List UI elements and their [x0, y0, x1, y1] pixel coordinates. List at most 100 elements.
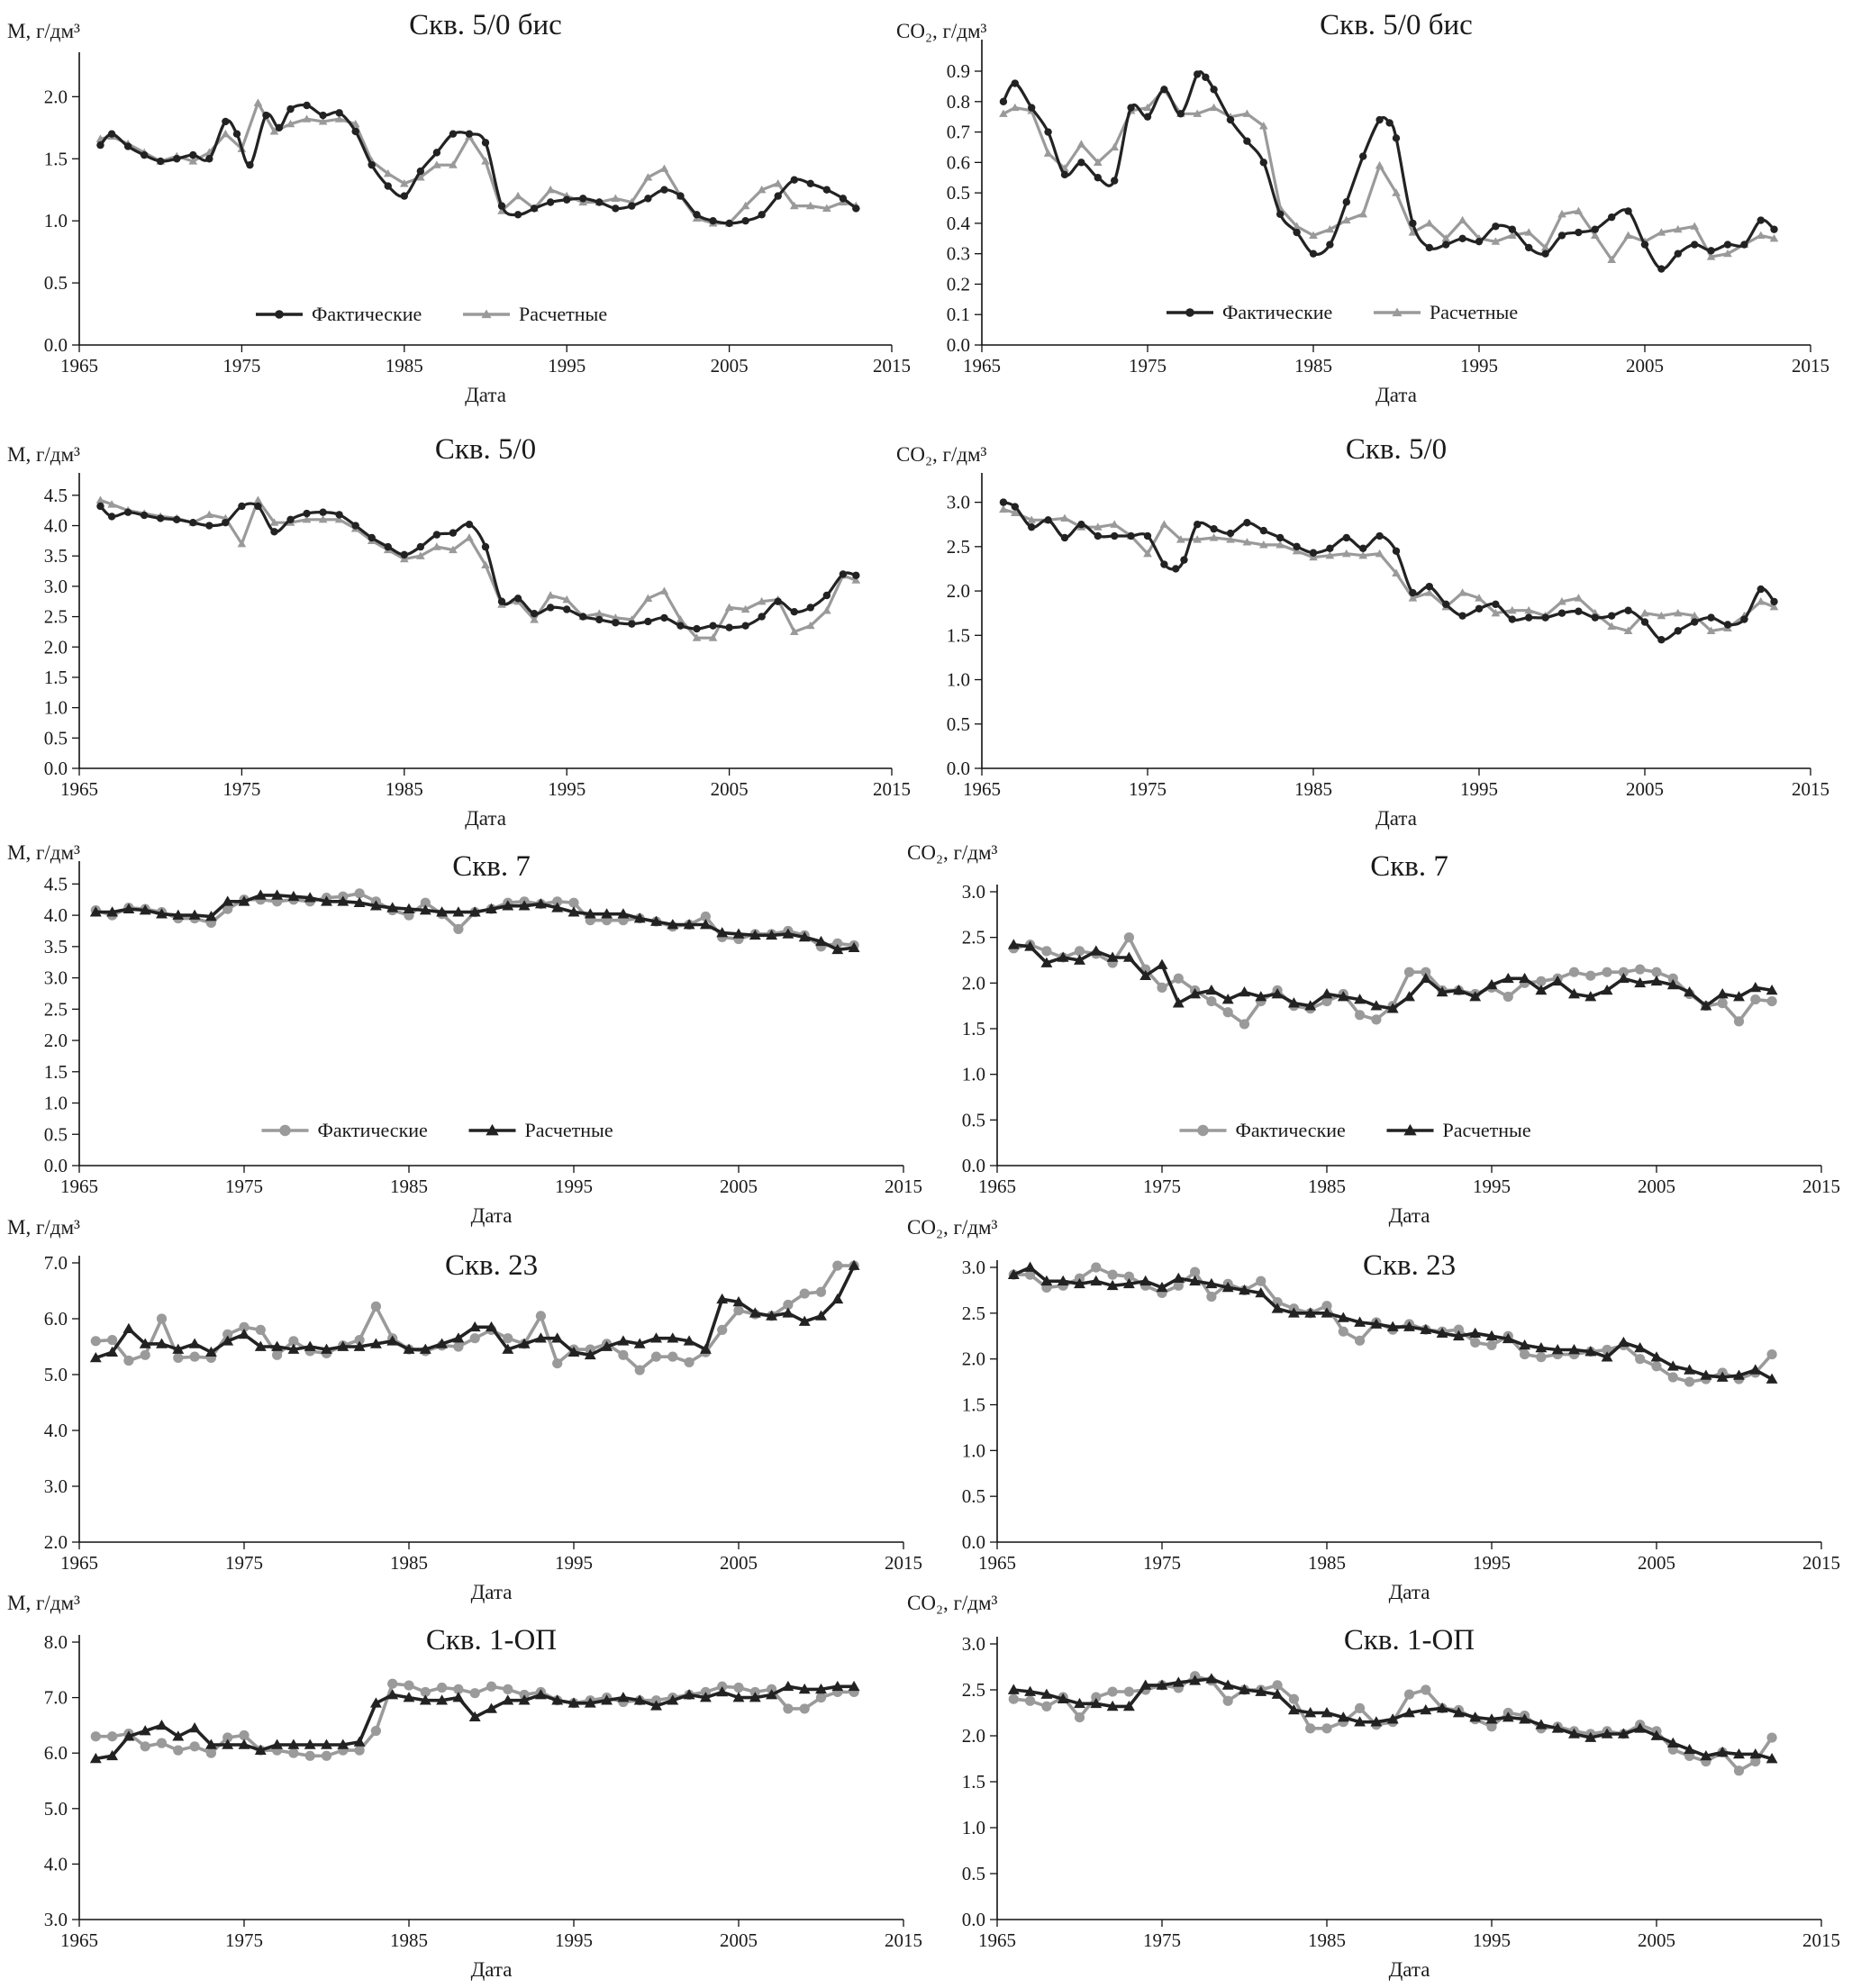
data-point	[436, 1338, 449, 1348]
data-point	[238, 502, 246, 511]
data-point	[370, 1301, 381, 1312]
x-tick-label: 2015	[1802, 1552, 1840, 1574]
data-point	[676, 615, 685, 623]
data-point	[1321, 1723, 1332, 1734]
x-tick-label: 2005	[1626, 778, 1664, 800]
data-point	[1691, 618, 1699, 626]
chart-panel-4: Скв. 5/0 CO₂, г/дм³ Дата 0.0 0.5 1.0 1.5 2.0 2.5…	[896, 433, 1829, 830]
data-point	[798, 930, 811, 942]
data-point	[732, 1295, 745, 1307]
data-point	[1359, 544, 1367, 553]
data-point	[1666, 1360, 1679, 1371]
series-calculated	[95, 495, 861, 641]
data-point	[1156, 1281, 1168, 1293]
data-point	[699, 1692, 712, 1702]
data-point	[1557, 609, 1566, 617]
data-point	[453, 1341, 464, 1352]
data-point	[798, 1315, 811, 1326]
data-point	[650, 1332, 662, 1343]
data-point	[1717, 998, 1728, 1009]
data-point	[1341, 215, 1351, 224]
data-point	[1690, 222, 1700, 230]
data-point	[502, 1343, 514, 1354]
data-point	[1107, 1269, 1118, 1280]
data-point	[1769, 233, 1779, 242]
data-point	[172, 1730, 185, 1741]
data-point	[107, 1731, 118, 1742]
data-point	[1338, 1326, 1348, 1337]
data-point	[1673, 224, 1683, 233]
data-point	[1591, 613, 1600, 622]
data-point	[107, 1334, 118, 1346]
data-point	[1091, 1692, 1102, 1702]
data-point	[1574, 594, 1584, 602]
data-point	[1502, 972, 1514, 984]
y-tick-label: 0.5	[44, 1123, 68, 1145]
data-point	[449, 529, 458, 537]
x-axis-label: Дата	[1389, 1581, 1430, 1603]
chart-panel-2: Скв. 5/0 бис CO₂, г/дм³ Дата 0.0 0.1 0.2 0.3 0.…	[896, 9, 1829, 406]
x-tick-label: 2005	[720, 1176, 758, 1197]
data-point	[123, 1355, 134, 1366]
data-point	[1607, 255, 1617, 264]
data-point	[513, 211, 522, 219]
legend-item-calculated: Расчетные	[463, 303, 607, 325]
y-tick-label: 3.0	[962, 881, 985, 903]
data-point	[783, 1299, 794, 1311]
y-tick-label: 2.5	[947, 536, 970, 558]
data-point	[513, 595, 522, 603]
y-tick-label: 2.0	[44, 1030, 68, 1051]
x-tick-label: 1965	[60, 1552, 98, 1574]
legend-label: Расчетные	[1443, 1119, 1531, 1141]
series-calculated	[95, 98, 861, 227]
data-point	[1057, 1275, 1069, 1286]
data-point	[303, 509, 311, 518]
data-point	[1436, 986, 1448, 997]
data-point	[1716, 1371, 1729, 1382]
y-tick-label: 1.5	[44, 148, 68, 169]
data-point	[1469, 1327, 1482, 1339]
data-point	[1651, 967, 1662, 977]
x-axis-label: Дата	[1389, 1958, 1430, 1981]
data-point	[852, 571, 860, 579]
data-point	[852, 204, 860, 213]
data-point	[204, 911, 217, 921]
x-tick-label: 1965	[978, 1552, 1016, 1574]
data-point	[579, 195, 587, 203]
data-point	[1341, 549, 1351, 558]
data-point	[453, 1684, 464, 1694]
data-point	[1076, 140, 1086, 148]
y-tick-label: 1.0	[962, 1439, 985, 1461]
data-point	[1210, 524, 1218, 533]
data-point	[1551, 975, 1564, 986]
data-point	[1189, 1675, 1202, 1685]
data-point	[107, 500, 116, 508]
data-point	[1690, 611, 1700, 620]
data-point	[238, 1328, 250, 1339]
chart-panel-5: Скв. 7 М, г/дм³ Дата 0.0 0.5 1.0 1.5 2.0 2.5 3.0 3…	[7, 841, 922, 1227]
legend: Фактические Расчетные	[1179, 1119, 1531, 1141]
data-point	[1757, 585, 1766, 594]
chart-title: Скв. 23	[445, 1249, 538, 1282]
data-point	[1337, 991, 1349, 1002]
x-tick-label: 2015	[1802, 1176, 1840, 1197]
y-tick-label: 1.0	[962, 1064, 985, 1085]
data-point	[1733, 1016, 1745, 1027]
data-point	[732, 1692, 745, 1702]
data-point	[1441, 233, 1451, 242]
data-point	[1733, 1747, 1745, 1759]
data-point	[851, 576, 861, 584]
data-point	[1008, 1693, 1019, 1704]
data-point	[1749, 981, 1762, 993]
data-point	[1436, 1327, 1448, 1339]
data-point	[1304, 1307, 1317, 1318]
data-point	[563, 605, 571, 613]
y-tick-label: 2.5	[962, 1303, 985, 1324]
data-point	[452, 1692, 465, 1702]
data-point	[1354, 1316, 1366, 1327]
data-point	[1292, 546, 1302, 555]
data-point	[1094, 174, 1103, 182]
data-point	[612, 619, 620, 627]
data-point	[1607, 622, 1617, 631]
y-tick-label: 3.5	[44, 936, 68, 958]
